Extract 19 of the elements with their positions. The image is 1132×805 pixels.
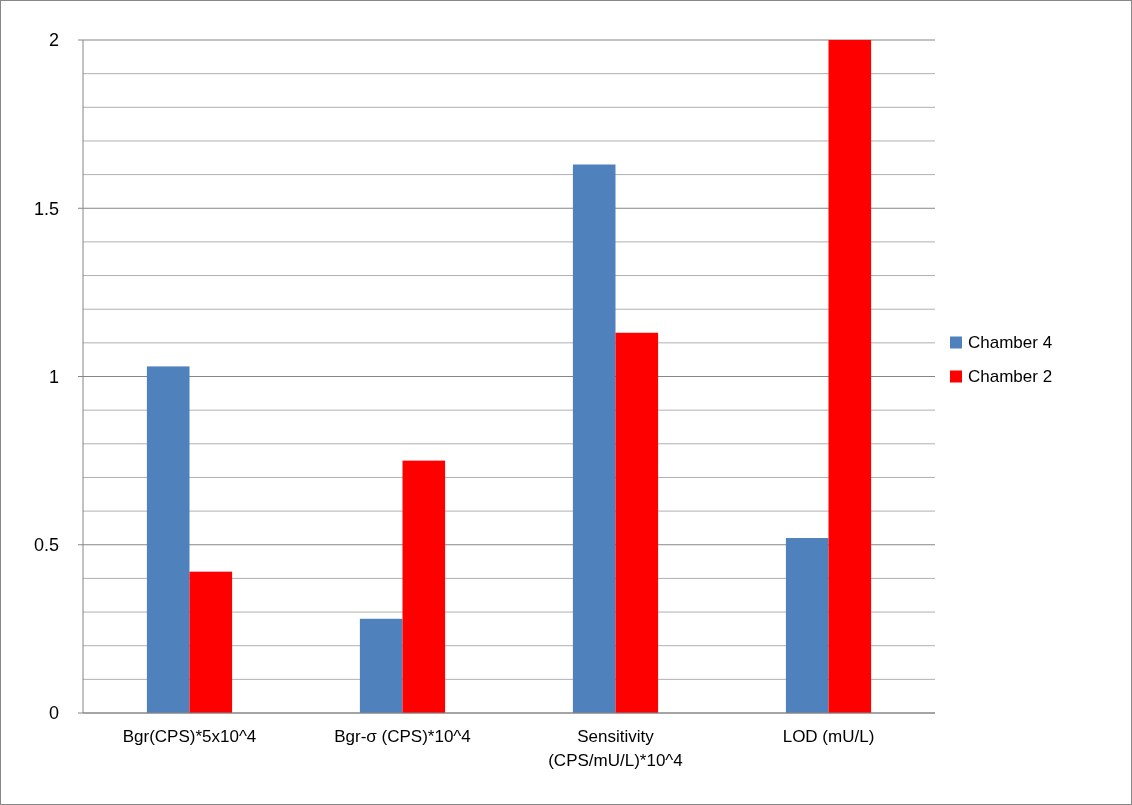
bar <box>615 332 659 713</box>
y-tick-label: 1.5 <box>33 198 59 219</box>
y-tick-label: 2 <box>48 30 59 51</box>
x-tick-label: Sensitivity (CPS/mU/L)*10^4 <box>548 727 683 770</box>
x-tick-label: Bgr(CPS)*5x10^4 <box>122 727 257 746</box>
y-tick-label: 0 <box>48 703 59 724</box>
bar <box>828 40 872 713</box>
legend-label: Chamber 2 <box>968 367 1053 387</box>
x-tick-label: LOD (mU/L) <box>782 727 875 746</box>
bar <box>146 366 190 713</box>
y-tick-label: 1 <box>48 366 59 387</box>
legend-label: Chamber 4 <box>968 333 1053 353</box>
bar <box>572 164 616 713</box>
bar <box>359 618 403 713</box>
y-tick-label: 0.5 <box>33 535 59 556</box>
bar <box>189 571 233 713</box>
x-tick-label: Bgr-σ (CPS)*10^4 <box>334 727 471 746</box>
bar <box>785 538 829 713</box>
bar <box>402 460 446 713</box>
